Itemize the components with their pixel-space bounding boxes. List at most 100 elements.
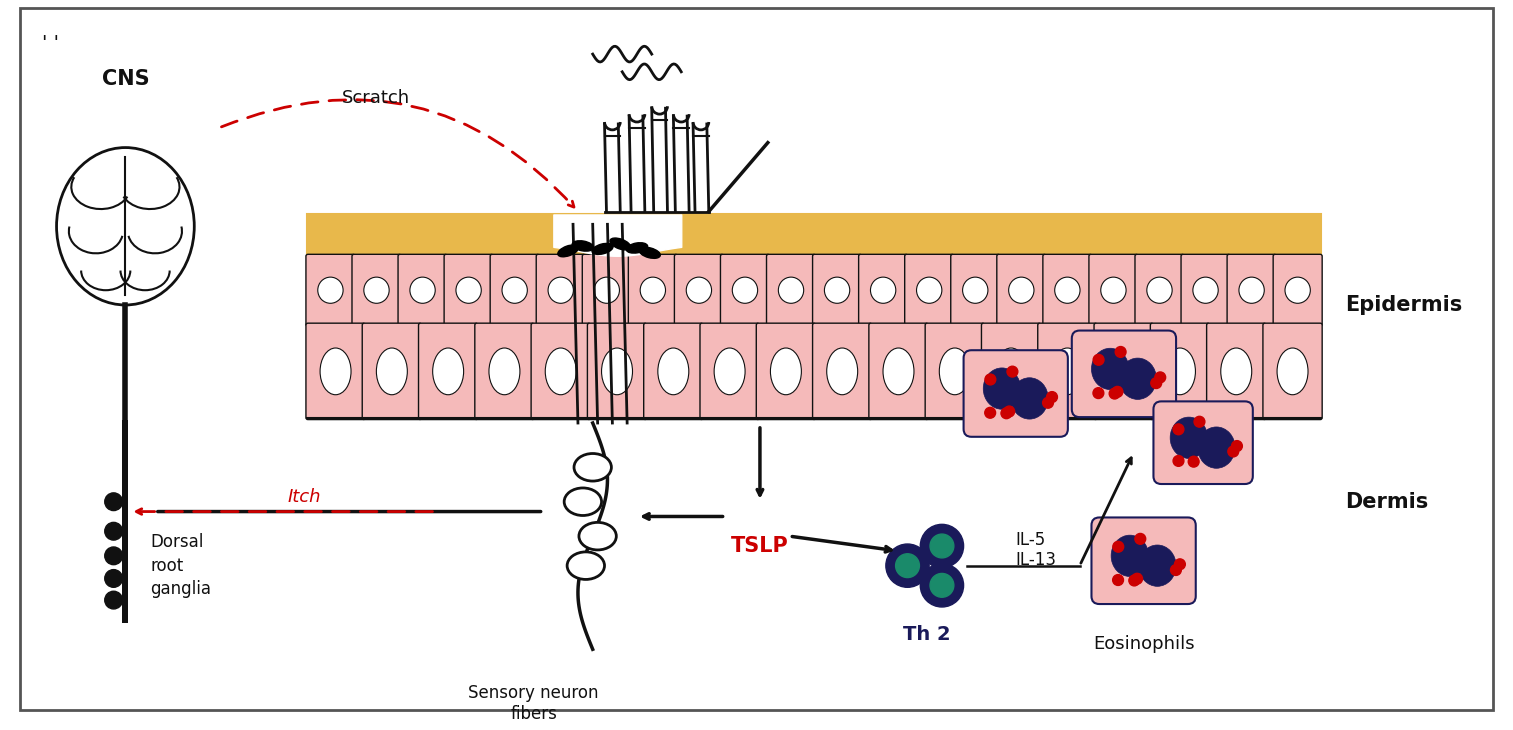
Ellipse shape (687, 277, 711, 303)
Circle shape (104, 523, 123, 540)
FancyBboxPatch shape (353, 254, 401, 326)
FancyBboxPatch shape (868, 323, 927, 420)
FancyBboxPatch shape (1091, 518, 1195, 604)
FancyBboxPatch shape (628, 254, 678, 326)
Circle shape (1003, 406, 1015, 417)
FancyBboxPatch shape (1135, 254, 1185, 326)
Circle shape (104, 547, 123, 565)
FancyBboxPatch shape (924, 323, 985, 420)
FancyBboxPatch shape (905, 254, 953, 326)
Circle shape (1114, 542, 1124, 552)
Text: IL-5: IL-5 (1015, 531, 1045, 549)
Ellipse shape (1108, 348, 1139, 395)
FancyBboxPatch shape (362, 323, 422, 420)
Circle shape (1174, 559, 1185, 569)
Text: CNS: CNS (101, 69, 150, 89)
Circle shape (1008, 366, 1018, 377)
FancyBboxPatch shape (1207, 323, 1266, 420)
Ellipse shape (573, 453, 611, 481)
FancyBboxPatch shape (306, 254, 356, 326)
FancyBboxPatch shape (767, 254, 816, 326)
Circle shape (1115, 347, 1126, 358)
Circle shape (1129, 575, 1139, 586)
Text: Itch: Itch (287, 488, 321, 506)
FancyBboxPatch shape (1042, 254, 1092, 326)
Circle shape (1188, 456, 1200, 467)
FancyBboxPatch shape (1227, 254, 1275, 326)
Ellipse shape (1101, 277, 1126, 303)
Circle shape (1173, 424, 1183, 435)
FancyBboxPatch shape (720, 254, 770, 326)
Ellipse shape (1165, 348, 1195, 395)
FancyBboxPatch shape (1150, 323, 1209, 420)
Circle shape (1002, 408, 1012, 419)
Ellipse shape (548, 277, 573, 303)
Circle shape (1173, 456, 1183, 466)
Circle shape (1094, 354, 1104, 365)
Ellipse shape (1139, 545, 1176, 586)
Ellipse shape (592, 243, 613, 255)
Ellipse shape (826, 348, 858, 395)
Ellipse shape (638, 247, 660, 258)
Circle shape (920, 564, 964, 607)
Ellipse shape (1198, 427, 1235, 468)
Circle shape (104, 493, 123, 510)
FancyBboxPatch shape (587, 323, 646, 420)
Ellipse shape (917, 277, 943, 303)
Text: TSLP: TSLP (731, 536, 788, 556)
Circle shape (1151, 377, 1162, 388)
FancyBboxPatch shape (536, 254, 586, 326)
FancyBboxPatch shape (643, 323, 704, 420)
Ellipse shape (1120, 358, 1156, 399)
Circle shape (1171, 564, 1182, 575)
FancyBboxPatch shape (701, 323, 760, 420)
Circle shape (104, 569, 123, 588)
FancyBboxPatch shape (1272, 254, 1322, 326)
Ellipse shape (1277, 348, 1309, 395)
Text: ' ': ' ' (42, 34, 59, 53)
Ellipse shape (545, 348, 576, 395)
Ellipse shape (983, 368, 1021, 410)
FancyBboxPatch shape (997, 254, 1045, 326)
Ellipse shape (778, 277, 803, 303)
Ellipse shape (1011, 377, 1049, 419)
Ellipse shape (770, 348, 802, 395)
Circle shape (1109, 388, 1120, 399)
Circle shape (1154, 372, 1165, 383)
Ellipse shape (714, 348, 744, 395)
Text: Th 2: Th 2 (903, 625, 952, 644)
Ellipse shape (996, 348, 1026, 395)
FancyBboxPatch shape (490, 254, 539, 326)
Ellipse shape (825, 277, 850, 303)
Ellipse shape (1147, 277, 1173, 303)
FancyBboxPatch shape (964, 350, 1068, 437)
FancyBboxPatch shape (1089, 254, 1138, 326)
FancyBboxPatch shape (531, 323, 590, 420)
Ellipse shape (1052, 348, 1083, 395)
Text: Dorsal
root
ganglia: Dorsal root ganglia (150, 533, 210, 599)
FancyBboxPatch shape (475, 323, 534, 420)
FancyBboxPatch shape (982, 323, 1041, 420)
FancyBboxPatch shape (812, 323, 871, 420)
Ellipse shape (732, 277, 758, 303)
Text: Eosinophils: Eosinophils (1092, 634, 1194, 653)
Circle shape (1135, 534, 1145, 545)
Circle shape (985, 407, 996, 418)
FancyBboxPatch shape (1071, 331, 1176, 417)
Ellipse shape (610, 238, 631, 250)
Ellipse shape (433, 348, 463, 395)
Ellipse shape (363, 277, 389, 303)
Circle shape (1132, 573, 1142, 584)
Ellipse shape (572, 241, 593, 251)
Ellipse shape (602, 348, 632, 395)
Circle shape (1092, 388, 1104, 399)
Ellipse shape (1221, 348, 1251, 395)
Ellipse shape (489, 348, 520, 395)
Circle shape (1112, 575, 1124, 585)
Ellipse shape (377, 348, 407, 395)
Ellipse shape (640, 277, 666, 303)
Circle shape (920, 524, 964, 568)
Circle shape (887, 544, 929, 588)
Circle shape (1112, 386, 1123, 397)
Ellipse shape (410, 277, 436, 303)
